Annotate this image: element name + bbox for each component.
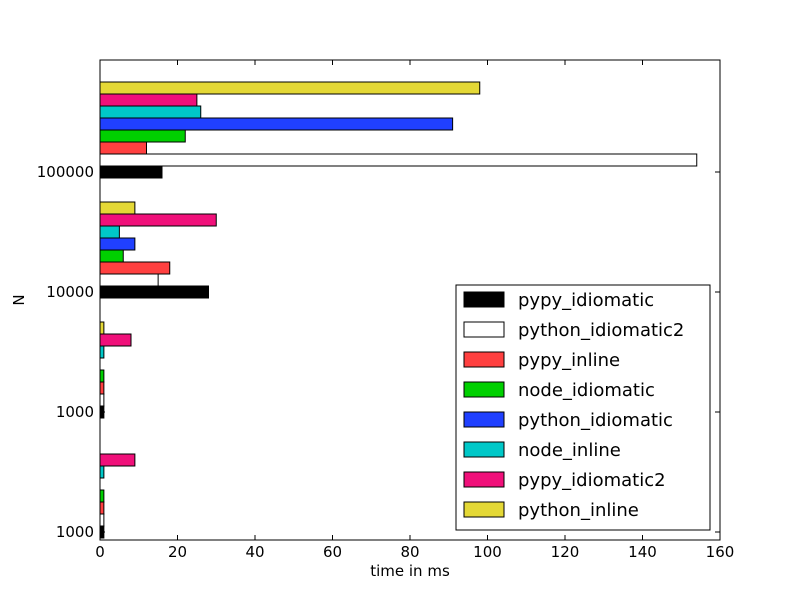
- legend-swatch-pypy_idiomatic: [463, 291, 505, 308]
- legend-swatch-pypy_inline: [463, 351, 505, 368]
- ticks-layer: 0 20 40 60 80 100 120 140 160 1000 1000 10000 100000: [37, 60, 735, 561]
- legend: pypy_idiomatic python_idiomatic2 pypy_inli…: [455, 284, 711, 531]
- y-tick-label: 1000: [56, 523, 94, 541]
- legend-label-node_inline: node_inline: [518, 440, 621, 461]
- x-tick-label: 80: [400, 543, 419, 561]
- legend-swatch-python_idiomatic2: [463, 321, 505, 338]
- x-tick-label: 20: [168, 543, 187, 561]
- bar-node_idiomatic-1: [99, 369, 105, 383]
- legend-label-pypy_idiomatic: pypy_idiomatic: [518, 290, 654, 311]
- y-tick-label: 100000: [37, 163, 94, 181]
- bar-pypy_idiomatic2-2: [99, 213, 217, 227]
- x-tick-label: 60: [323, 543, 342, 561]
- legend-swatch-pypy_idiomatic2: [463, 471, 505, 488]
- legend-swatch-node_idiomatic: [463, 381, 505, 398]
- legend-swatch-python_idiomatic: [463, 411, 505, 428]
- bar-python_inline-2: [99, 201, 136, 215]
- bar-pypy_inline-3: [99, 141, 147, 155]
- x-tick-label: 160: [706, 543, 735, 561]
- bar-node_inline-3: [99, 105, 202, 119]
- legend-label-pypy_inline: pypy_inline: [518, 350, 620, 371]
- bar-pypy_idiomatic2-1: [99, 333, 132, 347]
- bar-python_inline-1: [99, 321, 105, 335]
- legend-label-python_inline: python_inline: [518, 500, 639, 521]
- bar-node_idiomatic-0: [99, 489, 105, 503]
- legend-label-node_idiomatic: node_idiomatic: [518, 380, 655, 401]
- bar-pypy_inline-2: [99, 261, 171, 275]
- legend-label-pypy_idiomatic2: pypy_idiomatic2: [518, 470, 666, 491]
- bar-pypy_idiomatic2-3: [99, 93, 198, 107]
- y-tick-label: 1000: [56, 403, 94, 421]
- x-tick-label: 120: [551, 543, 580, 561]
- bar-python_inline-3: [99, 81, 481, 95]
- x-tick-label: 0: [95, 543, 105, 561]
- bar-pypy_idiomatic2-0: [99, 453, 136, 467]
- bar-pypy_idiomatic-2: [99, 285, 209, 299]
- bar-node_inline-1: [99, 345, 105, 359]
- bar-python_idiomatic-3: [99, 117, 454, 131]
- x-axis-label: time in ms: [370, 562, 450, 580]
- bar-python_idiomatic2-1: [99, 393, 105, 407]
- bar-python_idiomatic2-0: [99, 513, 105, 527]
- legend-swatch-python_inline: [463, 501, 505, 518]
- x-tick-label: 40: [245, 543, 264, 561]
- bar-node_inline-2: [99, 225, 120, 239]
- y-axis-label: N: [10, 294, 28, 305]
- x-tick-label: 100: [473, 543, 502, 561]
- bar-pypy_idiomatic-3: [99, 165, 163, 179]
- bar-pypy_inline-1: [99, 381, 105, 395]
- bar-node_idiomatic-3: [99, 129, 186, 143]
- bar-node_inline-0: [99, 465, 105, 479]
- y-tick-label: 10000: [46, 283, 94, 301]
- bar-pypy_inline-0: [99, 501, 105, 515]
- bars-layer: [99, 81, 698, 539]
- bar-python_idiomatic2-2: [99, 273, 159, 287]
- x-tick-label: 140: [628, 543, 657, 561]
- legend-label-python_idiomatic: python_idiomatic: [518, 410, 673, 431]
- legend-label-python_idiomatic2: python_idiomatic2: [518, 320, 684, 341]
- bar-python_idiomatic-2: [99, 237, 136, 251]
- bar-python_idiomatic2-3: [99, 153, 698, 167]
- legend-swatch-node_inline: [463, 441, 505, 458]
- bar-node_idiomatic-2: [99, 249, 124, 263]
